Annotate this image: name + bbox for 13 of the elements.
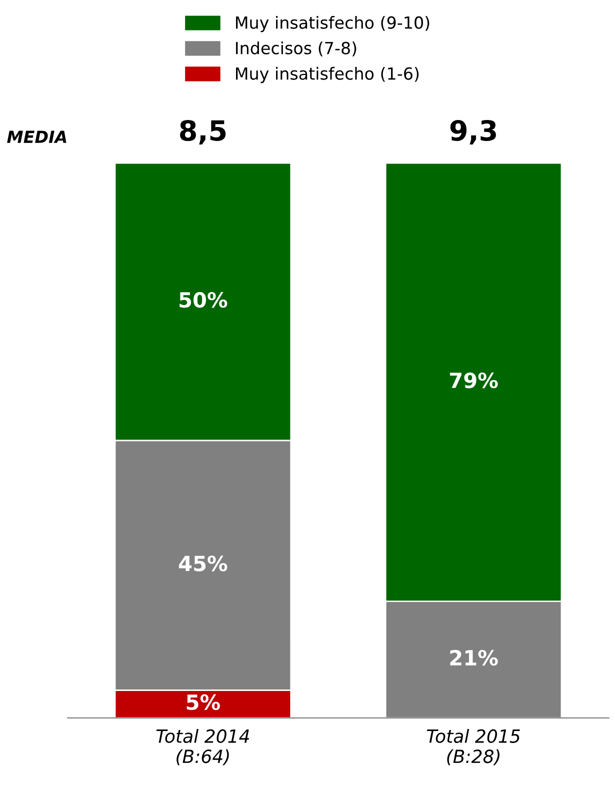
- data-label: 50%: [180, 292, 228, 308]
- data-label: 45%: [178, 556, 228, 572]
- text: 8,5: [180, 120, 226, 145]
- legend-label: Muy insatisfecho (1-6): [236, 66, 419, 84]
- x-tick-label: Total 2014 (B:64): [156, 728, 250, 766]
- text: 9,3: [450, 120, 496, 145]
- legend-label: Indecisos (7-8): [236, 41, 356, 56]
- data-label: 5%: [186, 694, 220, 710]
- legend-label: Muy insatisfecho (9-10): [236, 16, 430, 32]
- text: MEDIA: [7, 130, 66, 143]
- x-tick-label: Total 2015 (B:28): [426, 728, 520, 766]
- data-label: 79%: [450, 372, 498, 388]
- data-label: 21%: [450, 650, 498, 666]
